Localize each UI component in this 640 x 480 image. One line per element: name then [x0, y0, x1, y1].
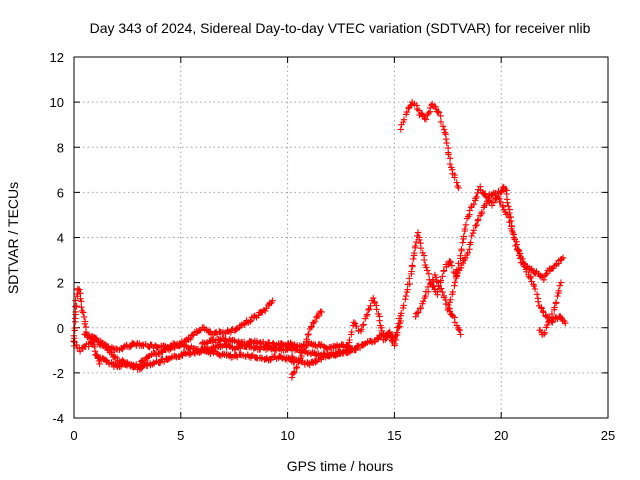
- data-series-arc-i: [397, 98, 462, 192]
- x-tick-label: 5: [177, 428, 184, 443]
- y-axis-label: SDTVAR / TECUs: [5, 182, 21, 294]
- x-tick-label: 10: [280, 428, 294, 443]
- plot-frame: [73, 56, 609, 419]
- plus-markers: [344, 294, 402, 354]
- x-axis-label: GPS time / hours: [287, 458, 394, 474]
- chart-title: Day 343 of 2024, Sidereal Day-to-day VTE…: [90, 20, 591, 36]
- y-tick-label: 12: [50, 50, 64, 65]
- y-tick-label: 2: [57, 276, 64, 291]
- y-tick-label: -2: [52, 366, 64, 381]
- axis-ticks: 0 5 10 15 20 25 -4 -2 0 2 4 6 8 10 12: [50, 50, 616, 443]
- y-tick-label: -4: [52, 411, 64, 426]
- plus-markers: [536, 279, 565, 338]
- data-series-arc-d: [92, 345, 298, 373]
- plus-markers: [397, 98, 462, 192]
- plus-markers: [198, 335, 355, 353]
- x-tick-label: 20: [494, 428, 508, 443]
- plus-markers: [412, 271, 464, 338]
- x-tick-label: 15: [387, 428, 401, 443]
- y-tick-label: 0: [57, 321, 64, 336]
- plus-markers: [92, 345, 298, 373]
- x-tick-label: 25: [601, 428, 615, 443]
- y-tick-label: 4: [57, 231, 64, 246]
- data-series-arc-e: [198, 335, 355, 353]
- y-tick-label: 10: [50, 95, 64, 110]
- y-tick-label: 6: [57, 185, 64, 200]
- y-tick-label: 8: [57, 140, 64, 155]
- data-series-arc-m: [412, 271, 464, 338]
- data-series-arc-h: [344, 294, 402, 354]
- grid-lines: [74, 57, 608, 418]
- x-tick-label: 0: [70, 428, 77, 443]
- data-series-arc-l: [536, 279, 565, 338]
